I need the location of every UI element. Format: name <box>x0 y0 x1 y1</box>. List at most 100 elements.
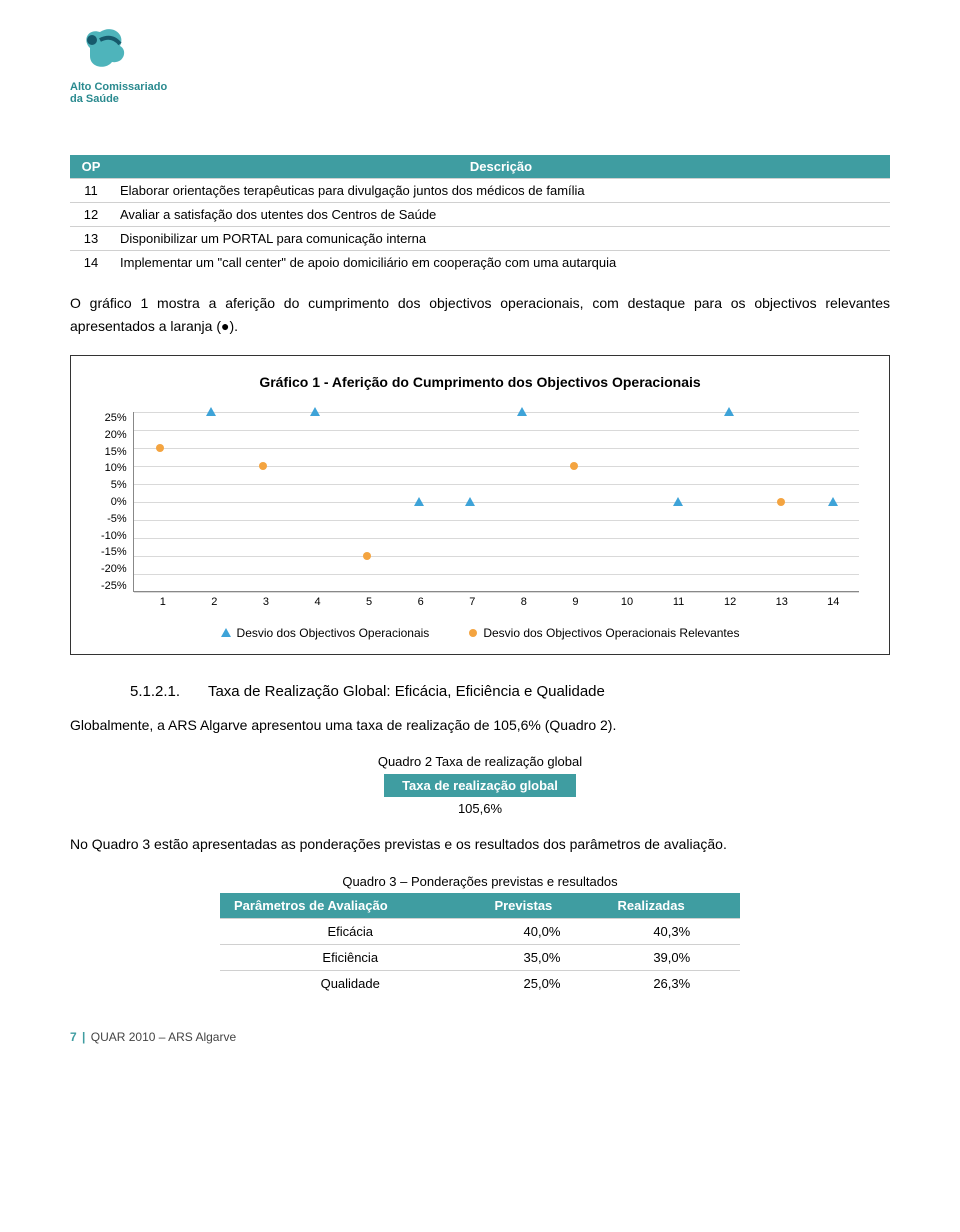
section-title: Taxa de Realização Global: Eficácia, Efi… <box>208 683 605 700</box>
legend-label-b: Desvio dos Objectivos Operacionais Relev… <box>483 626 739 640</box>
y-tick: 15% <box>101 446 127 458</box>
quadro3-table: Parâmetros de Avaliação Previstas Realiz… <box>220 893 740 996</box>
x-tick: 10 <box>601 596 653 608</box>
quadro3-header-real: Realizadas <box>604 893 741 919</box>
op-table-header-op: OP <box>70 155 112 179</box>
chart-marker <box>517 407 527 416</box>
cell: 39,0% <box>604 944 741 970</box>
y-tick: 20% <box>101 429 127 441</box>
quadro3-header-prev: Previstas <box>480 893 603 919</box>
chart-legend: Desvio dos Objectivos Operacionais Desvi… <box>101 626 859 640</box>
legend-item-b: Desvio dos Objectivos Operacionais Relev… <box>469 626 739 640</box>
y-tick: 5% <box>101 479 127 491</box>
quadro2-table: Taxa de realização global 105,6% <box>383 773 577 821</box>
desc-cell: Elaborar orientações terapêuticas para d… <box>112 179 890 203</box>
table-row: Eficiência35,0%39,0% <box>220 944 740 970</box>
table-row: Eficácia40,0%40,3% <box>220 918 740 944</box>
y-tick: -25% <box>101 580 127 592</box>
y-tick: 25% <box>101 412 127 424</box>
table-row: 11Elaborar orientações terapêuticas para… <box>70 179 890 203</box>
cell: 35,0% <box>480 944 603 970</box>
chart-plot-area <box>133 412 859 592</box>
x-tick: 8 <box>498 596 550 608</box>
circle-icon <box>469 629 477 637</box>
op-cell: 11 <box>70 179 112 203</box>
x-tick: 6 <box>395 596 447 608</box>
cell: Eficácia <box>220 918 480 944</box>
chart-marker <box>828 497 838 506</box>
section-heading: 5.1.2.1. Taxa de Realização Global: Efic… <box>130 683 890 700</box>
chart-marker <box>259 462 267 470</box>
table-row: 13Disponibilizar um PORTAL para comunica… <box>70 227 890 251</box>
legend-item-a: Desvio dos Objectivos Operacionais <box>221 626 430 640</box>
footer-separator: | <box>82 1030 85 1044</box>
legend-label-a: Desvio dos Objectivos Operacionais <box>237 626 430 640</box>
triangle-icon <box>221 628 231 637</box>
table-row: 14Implementar um "call center" de apoio … <box>70 251 890 275</box>
header-logo: Alto Comissariado da Saúde <box>70 20 890 105</box>
quadro2-label: Quadro 2 Taxa de realização global <box>70 754 890 769</box>
chart-marker <box>777 498 785 506</box>
footer-doc-title: QUAR 2010 – ARS Algarve <box>91 1030 236 1044</box>
x-tick: 4 <box>292 596 344 608</box>
y-tick: 10% <box>101 462 127 474</box>
chart-marker <box>465 497 475 506</box>
page-footer: 7 | QUAR 2010 – ARS Algarve <box>70 1030 890 1044</box>
cell: 26,3% <box>604 970 741 996</box>
paragraph-1: O gráfico 1 mostra a aferição do cumprim… <box>70 292 890 337</box>
x-tick: 9 <box>550 596 602 608</box>
y-tick: -15% <box>101 546 127 558</box>
footer-page-number: 7 <box>70 1030 77 1044</box>
x-tick: 11 <box>653 596 705 608</box>
chart-marker <box>570 462 578 470</box>
y-tick: 0% <box>101 496 127 508</box>
cell: 40,3% <box>604 918 741 944</box>
logo-text-line2: da Saúde <box>70 93 119 105</box>
chart-marker <box>673 497 683 506</box>
op-table-header-desc: Descrição <box>112 155 890 179</box>
chart-marker <box>363 552 371 560</box>
cell: 40,0% <box>480 918 603 944</box>
chart-marker <box>310 407 320 416</box>
y-tick: -20% <box>101 563 127 575</box>
x-tick: 13 <box>756 596 808 608</box>
cell: 25,0% <box>480 970 603 996</box>
chart-title: Gráfico 1 - Aferição do Cumprimento dos … <box>101 374 859 390</box>
op-cell: 13 <box>70 227 112 251</box>
section-number: 5.1.2.1. <box>130 683 180 700</box>
chart-marker <box>206 407 216 416</box>
x-tick: 2 <box>189 596 241 608</box>
chart-y-axis: 25% 20% 15% 10% 5% 0% -5% -10% -15% -20% -25% <box>101 412 133 592</box>
cell: Eficiência <box>220 944 480 970</box>
logo-icon <box>70 20 210 80</box>
x-tick: 12 <box>704 596 756 608</box>
chart-marker <box>414 497 424 506</box>
quadro2-header: Taxa de realização global <box>384 774 577 798</box>
chart-x-axis: 1234567891011121314 <box>137 596 859 608</box>
chart-marker <box>156 444 164 452</box>
x-tick: 5 <box>343 596 395 608</box>
x-tick: 3 <box>240 596 292 608</box>
logo-text-line1: Alto Comissariado <box>70 81 167 93</box>
quadro3-label: Quadro 3 – Ponderações previstas e resul… <box>70 874 890 889</box>
cell: Qualidade <box>220 970 480 996</box>
op-cell: 12 <box>70 203 112 227</box>
table-row: Qualidade25,0%26,3% <box>220 970 740 996</box>
desc-cell: Implementar um "call center" de apoio do… <box>112 251 890 275</box>
table-row: 12Avaliar a satisfação dos utentes dos C… <box>70 203 890 227</box>
quadro3-header-param: Parâmetros de Avaliação <box>220 893 480 919</box>
op-cell: 14 <box>70 251 112 275</box>
x-tick: 14 <box>808 596 860 608</box>
y-tick: -5% <box>101 513 127 525</box>
op-table: OP Descrição 11Elaborar orientações tera… <box>70 155 890 274</box>
chart-container: Gráfico 1 - Aferição do Cumprimento dos … <box>70 355 890 655</box>
paragraph-3: No Quadro 3 estão apresentadas as ponder… <box>70 833 890 855</box>
quadro2-value: 105,6% <box>384 797 577 821</box>
x-tick: 7 <box>446 596 498 608</box>
desc-cell: Avaliar a satisfação dos utentes dos Cen… <box>112 203 890 227</box>
desc-cell: Disponibilizar um PORTAL para comunicaçã… <box>112 227 890 251</box>
y-tick: -10% <box>101 530 127 542</box>
chart-marker <box>724 407 734 416</box>
x-tick: 1 <box>137 596 189 608</box>
paragraph-2: Globalmente, a ARS Algarve apresentou um… <box>70 714 890 736</box>
